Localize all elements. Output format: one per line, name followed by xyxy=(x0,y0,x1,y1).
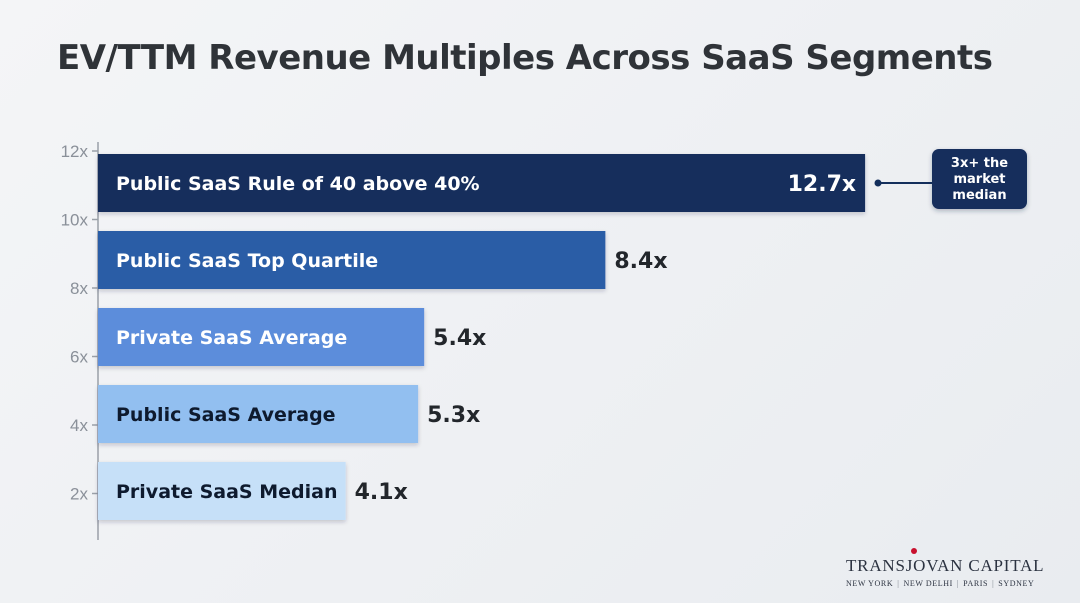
axis-tick-label: 6x xyxy=(70,348,88,367)
brand-location: SYDNEY xyxy=(998,579,1035,588)
bar xyxy=(98,231,606,289)
brand-dot-icon xyxy=(911,548,917,554)
bar-value-label: 12.7x xyxy=(788,172,856,197)
bar-value-label: 5.3x xyxy=(427,403,480,428)
brand-name-text: TRANSJOVAN CAPITAL xyxy=(846,556,1045,575)
axis-tick-label: 12x xyxy=(61,142,89,161)
bar-value-label: 4.1x xyxy=(355,480,408,505)
brand-logo: TRANSJOVAN CAPITAL NEW YORK | NEW DELHI | PA… xyxy=(846,548,1056,588)
axis-tick-label: 4x xyxy=(70,416,88,435)
bar-category-label: Public SaaS Average xyxy=(116,404,336,426)
brand-location: PARIS xyxy=(963,579,989,588)
bar-category-label: Public SaaS Rule of 40 above 40% xyxy=(116,173,480,195)
callout-text-line: 3x+ the xyxy=(951,156,1008,171)
bar-category-label: Private SaaS Median xyxy=(116,481,337,503)
bar xyxy=(98,154,866,212)
callout-box xyxy=(932,149,1027,209)
callout-dot xyxy=(874,179,882,187)
callout-text-line: median xyxy=(952,188,1006,203)
bar-value-label: 8.4x xyxy=(614,249,667,274)
brand-locations: NEW YORK | NEW DELHI | PARIS | SYDNEY xyxy=(846,579,1035,588)
callout-text-line: market xyxy=(953,172,1005,187)
bar xyxy=(98,308,425,366)
brand-location: NEW YORK xyxy=(846,579,894,588)
chart-title: EV/TTM Revenue Multiples Across SaaS Seg… xyxy=(57,38,993,78)
brand-name: TRANSJOVAN CAPITAL xyxy=(846,548,1056,576)
axis-tick-label: 8x xyxy=(70,279,88,298)
bar xyxy=(98,462,346,520)
bar xyxy=(98,385,419,443)
bar-category-label: Private SaaS Average xyxy=(116,327,347,349)
axis-tick-label: 2x xyxy=(70,485,88,504)
axis-tick-label: 10x xyxy=(61,211,89,230)
brand-location: NEW DELHI xyxy=(903,579,953,588)
bar-category-label: Public SaaS Top Quartile xyxy=(116,250,378,272)
bar-value-label: 5.4x xyxy=(433,326,486,351)
